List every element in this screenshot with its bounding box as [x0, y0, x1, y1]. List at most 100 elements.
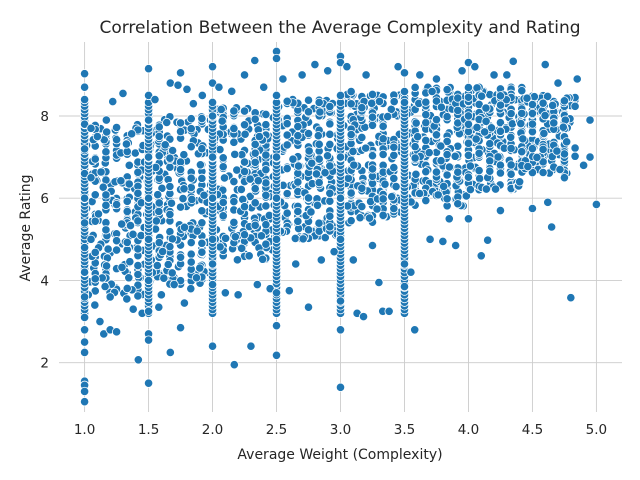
- data-point: [154, 238, 164, 248]
- x-tick-label: 1.0: [74, 422, 95, 438]
- data-point: [463, 119, 474, 129]
- data-point: [111, 199, 122, 210]
- data-point: [335, 234, 346, 244]
- data-point: [523, 161, 533, 172]
- data-point: [481, 184, 491, 194]
- data-point: [399, 282, 410, 292]
- data-point: [79, 82, 90, 92]
- data-point: [186, 142, 196, 152]
- data-point: [410, 325, 420, 335]
- data-point: [303, 193, 314, 203]
- data-point: [357, 132, 367, 143]
- data-point: [133, 216, 143, 226]
- data-point: [175, 68, 186, 78]
- data-point: [246, 341, 256, 351]
- data-point: [436, 156, 446, 166]
- data-point: [367, 89, 378, 99]
- data-point: [415, 188, 425, 199]
- data-point: [258, 254, 268, 264]
- data-point: [108, 97, 118, 107]
- y-tick-label: 6: [40, 191, 49, 207]
- data-point: [133, 269, 143, 280]
- data-point: [167, 268, 177, 278]
- data-point: [361, 70, 371, 80]
- data-point: [154, 131, 164, 142]
- data-point: [527, 203, 538, 214]
- data-point: [346, 99, 356, 109]
- data-point: [495, 160, 506, 170]
- data-point: [230, 149, 240, 159]
- data-point: [378, 210, 388, 220]
- chart-title: Correlation Between the Average Complexi…: [99, 18, 580, 38]
- data-point: [90, 247, 100, 258]
- data-point: [227, 86, 237, 96]
- data-point: [335, 57, 346, 68]
- data-point: [453, 167, 463, 177]
- data-point: [199, 190, 209, 200]
- scatter-points: [79, 46, 602, 407]
- data-point: [150, 94, 160, 105]
- data-point: [261, 120, 271, 130]
- data-point: [558, 122, 568, 132]
- data-point: [261, 165, 271, 175]
- data-point: [179, 222, 190, 232]
- data-point: [431, 96, 442, 106]
- data-point: [265, 284, 275, 294]
- data-point: [304, 146, 314, 156]
- data-point: [348, 146, 358, 157]
- data-point: [240, 129, 250, 139]
- data-point: [118, 88, 128, 98]
- data-point: [111, 236, 122, 246]
- data-point: [463, 111, 474, 121]
- data-point: [271, 193, 282, 203]
- x-tick-label: 3.5: [394, 422, 415, 438]
- data-point: [207, 193, 218, 203]
- data-point: [105, 292, 115, 302]
- data-point: [323, 66, 333, 76]
- data-point: [93, 209, 104, 219]
- data-point: [186, 284, 196, 294]
- data-point: [207, 78, 218, 88]
- data-point: [312, 200, 323, 210]
- data-point: [195, 263, 205, 273]
- data-point: [357, 103, 367, 113]
- data-point: [79, 397, 90, 407]
- data-point: [517, 86, 527, 96]
- data-point: [591, 199, 602, 209]
- data-point: [229, 123, 239, 134]
- data-point: [311, 169, 322, 179]
- data-point: [271, 90, 282, 101]
- data-point: [421, 97, 431, 107]
- data-point: [271, 350, 282, 360]
- data-point: [322, 151, 333, 161]
- data-point: [399, 259, 410, 269]
- data-point: [154, 198, 164, 208]
- data-point: [128, 304, 138, 314]
- data-point: [143, 115, 154, 125]
- x-tick-label: 2.0: [202, 422, 223, 438]
- data-point: [143, 306, 154, 316]
- data-point: [291, 259, 301, 269]
- data-point: [117, 219, 127, 229]
- data-point: [244, 251, 254, 261]
- data-point: [197, 206, 207, 216]
- data-point: [410, 142, 420, 152]
- x-tick-label: 2.5: [266, 422, 287, 438]
- data-point: [425, 234, 435, 244]
- data-point: [271, 321, 282, 331]
- data-point: [320, 168, 330, 178]
- data-point: [570, 101, 580, 111]
- data-point: [316, 255, 326, 265]
- data-point: [151, 216, 161, 226]
- data-point: [364, 213, 375, 223]
- data-point: [98, 182, 108, 192]
- data-point: [421, 167, 431, 177]
- data-point: [367, 240, 378, 251]
- data-point: [389, 150, 399, 160]
- data-point: [431, 130, 442, 140]
- data-point: [518, 134, 528, 144]
- data-point: [282, 163, 292, 174]
- data-point: [111, 245, 122, 255]
- data-point: [101, 147, 111, 157]
- data-point: [495, 205, 506, 216]
